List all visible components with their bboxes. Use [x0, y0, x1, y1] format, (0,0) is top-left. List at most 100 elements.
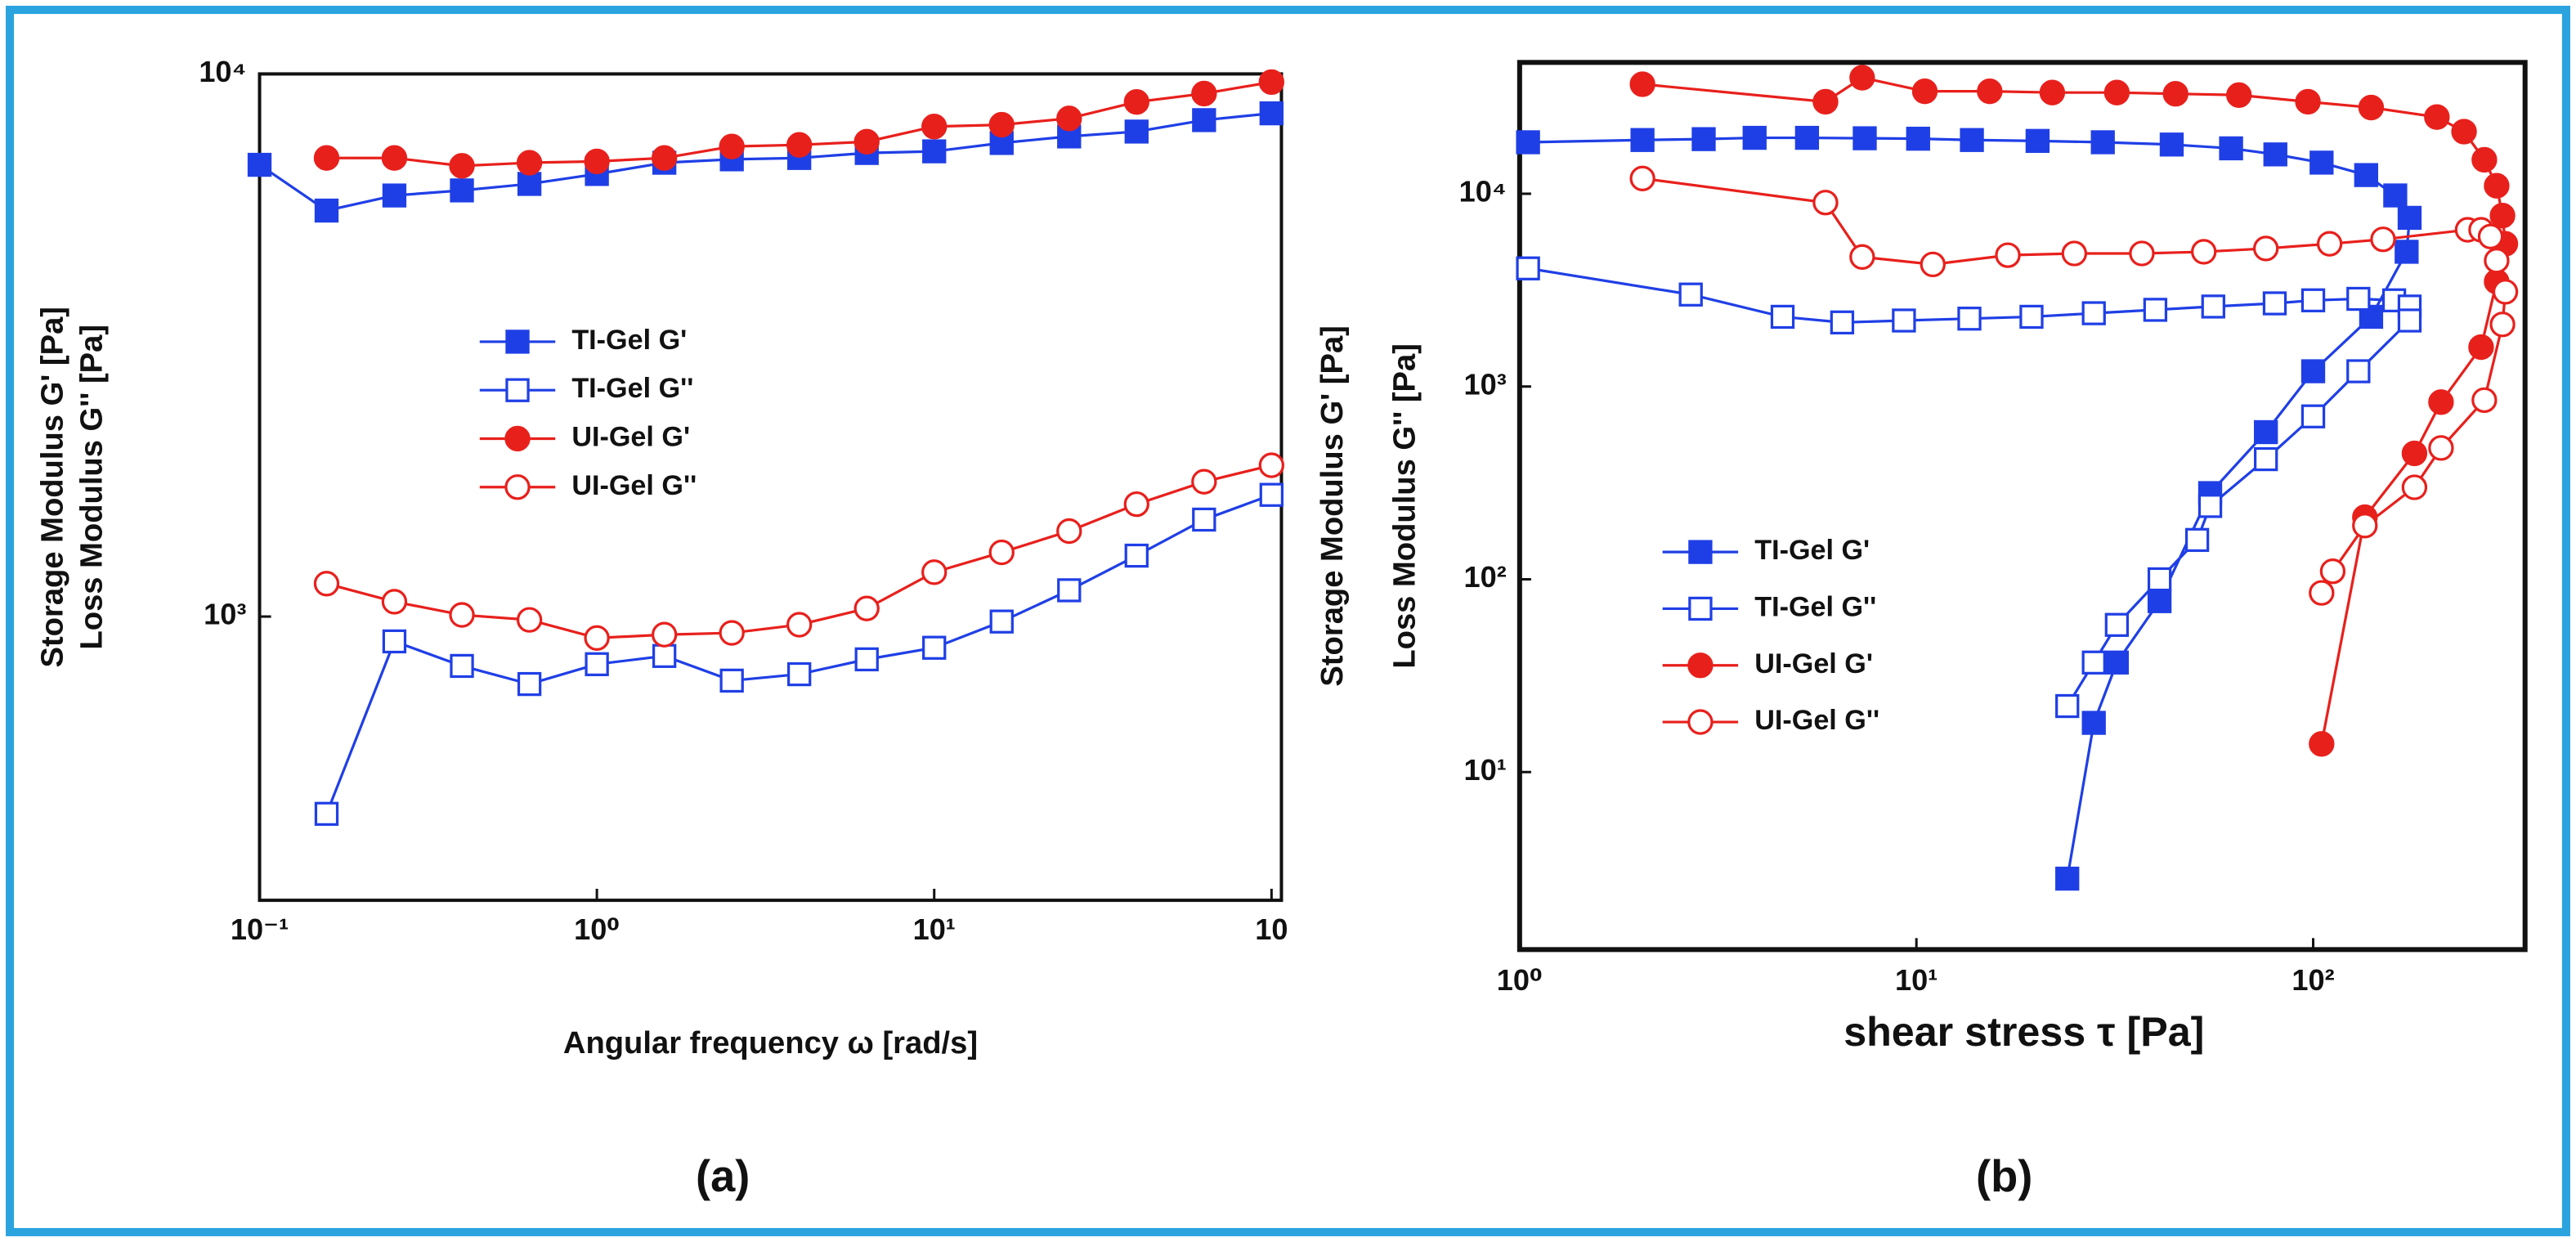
marker — [2300, 288, 2326, 312]
marker — [786, 132, 813, 158]
marker — [1678, 282, 1703, 307]
marker — [1516, 130, 1540, 155]
marker — [921, 114, 948, 140]
marker — [314, 801, 339, 826]
marker — [1906, 126, 1930, 151]
marker — [1852, 126, 1877, 150]
legend-label: TI-Gel G'' — [571, 373, 693, 404]
marker — [1629, 71, 1655, 97]
marker — [2477, 223, 2504, 249]
marker — [313, 571, 340, 597]
marker — [2262, 291, 2287, 316]
marker — [2451, 119, 2477, 145]
legend-label: TI-Gel G' — [571, 325, 687, 356]
marker — [2424, 104, 2450, 130]
marker — [1849, 244, 1875, 270]
marker — [921, 559, 948, 585]
y-axis-label: Storage Modulus G' [Pa] — [1315, 325, 1350, 687]
marker — [2428, 389, 2454, 415]
marker — [517, 671, 542, 697]
marker — [450, 178, 474, 203]
marker — [1191, 80, 1217, 107]
legend-marker — [504, 425, 531, 452]
marker — [1258, 69, 1285, 96]
marker — [2352, 513, 2378, 539]
marker — [2346, 286, 2371, 312]
marker — [2397, 205, 2422, 231]
marker — [1977, 78, 2003, 105]
x-tick-label: 10¹ — [1895, 963, 1938, 997]
x-tick-label: 10 — [1255, 912, 1288, 946]
marker — [2401, 474, 2428, 500]
marker — [2104, 650, 2130, 675]
marker — [2129, 240, 2155, 267]
marker — [381, 145, 408, 171]
marker — [2397, 308, 2422, 333]
marker — [449, 153, 475, 179]
x-axis-label: Angular frequency ω [rad/s] — [563, 1025, 978, 1060]
marker — [2484, 173, 2510, 199]
marker — [2197, 494, 2223, 518]
marker — [517, 172, 542, 196]
marker — [313, 145, 340, 171]
marker — [2316, 231, 2343, 257]
marker — [1812, 88, 1839, 115]
marker — [2395, 240, 2419, 264]
marker — [2428, 435, 2454, 461]
y-axis-label: Loss Modulus G'' [Pa] — [1387, 343, 1422, 669]
marker — [2191, 239, 2217, 265]
marker — [1911, 78, 1938, 105]
legend-label: UI-Gel G' — [1754, 648, 1873, 679]
frame — [6, 6, 2570, 1236]
marker — [449, 602, 475, 628]
marker — [450, 653, 474, 679]
marker — [1258, 452, 1285, 478]
marker — [1770, 304, 1795, 330]
marker — [2081, 711, 2106, 735]
panel-label: (a) — [696, 1152, 750, 1201]
x-tick-label: 10² — [2292, 963, 2334, 997]
marker — [2081, 301, 2106, 325]
marker — [1995, 242, 2021, 268]
marker — [2104, 612, 2130, 637]
marker — [2253, 235, 2279, 262]
marker — [2492, 279, 2519, 305]
marker — [382, 183, 407, 208]
x-tick-label: 10⁰ — [1497, 963, 1543, 997]
marker — [2254, 419, 2278, 445]
marker — [585, 652, 609, 676]
marker — [2489, 312, 2516, 338]
legend-marker — [1687, 709, 1714, 735]
marker — [2147, 589, 2172, 613]
y-tick-label: 10³ — [1464, 367, 1507, 401]
x-axis-label: shear stress τ [Pa] — [1844, 1009, 2204, 1055]
legend-label: UI-Gel G'' — [1754, 705, 1879, 736]
marker — [2354, 163, 2379, 187]
marker — [651, 621, 678, 648]
marker — [2039, 79, 2066, 105]
marker — [516, 150, 543, 176]
marker — [922, 635, 947, 660]
marker — [2090, 130, 2115, 155]
y-tick-label: 10² — [1464, 560, 1507, 594]
marker — [1192, 108, 1216, 132]
legend-marker — [1688, 540, 1713, 564]
marker — [989, 609, 1014, 634]
marker — [2159, 132, 2184, 157]
marker — [314, 198, 339, 223]
legend-marker — [1687, 652, 1714, 679]
marker — [1259, 101, 1284, 126]
marker — [2309, 150, 2334, 175]
marker — [382, 629, 407, 654]
series-line — [258, 112, 1272, 213]
marker — [2370, 226, 2396, 253]
marker — [1920, 251, 1946, 278]
marker — [1057, 578, 1082, 603]
marker — [2055, 866, 2080, 891]
marker — [719, 620, 745, 646]
marker — [1191, 469, 1217, 495]
marker — [2263, 142, 2287, 167]
marker — [2383, 183, 2408, 208]
marker — [1892, 308, 1916, 333]
marker — [652, 643, 677, 668]
